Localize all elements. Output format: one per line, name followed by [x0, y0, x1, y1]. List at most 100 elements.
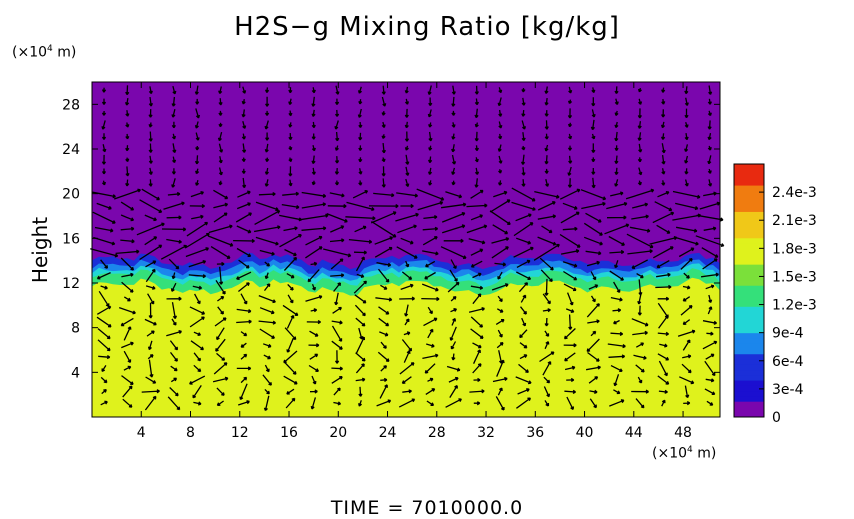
wind-vector [284, 248, 297, 257]
wind-vector [166, 238, 182, 244]
wind-vector [428, 97, 433, 107]
wind-vector [236, 202, 251, 210]
wind-vector [637, 180, 642, 186]
wind-vector [368, 204, 399, 209]
wind-vector [307, 269, 320, 283]
wind-vector [215, 280, 226, 295]
wind-vector [311, 167, 316, 175]
wind-vector [591, 143, 596, 153]
wind-vector [675, 226, 698, 233]
wind-vector [448, 376, 459, 383]
time-label: TIME = 7010000.0 [330, 497, 524, 519]
wind-vector [381, 121, 386, 128]
wind-vector [125, 85, 130, 96]
wind-vector [218, 98, 223, 106]
wind-vector [661, 399, 666, 407]
wind-vector [707, 168, 712, 174]
wind-vector [171, 96, 176, 107]
wind-vector [542, 293, 551, 305]
wind-vector [441, 202, 467, 209]
wind-vector [305, 235, 323, 246]
wind-vector [684, 385, 690, 399]
wind-vector [216, 387, 225, 396]
wind-vector [422, 236, 438, 246]
wind-vector [422, 353, 439, 360]
wind-vector [213, 212, 228, 223]
wind-vector [100, 259, 109, 269]
wind-vector [511, 201, 536, 211]
wind-vector [565, 308, 575, 314]
wind-vector [568, 133, 573, 140]
wind-vector [381, 166, 386, 177]
wind-vector [399, 296, 415, 301]
plot-frame [91, 81, 721, 418]
wind-vector [97, 339, 111, 352]
wind-vector [423, 317, 438, 327]
colorbar-step [734, 269, 764, 276]
wind-vector [190, 190, 205, 198]
wind-vector [281, 203, 300, 210]
wind-vector [469, 389, 485, 394]
wind-vector [425, 260, 436, 268]
wind-vector [171, 133, 177, 140]
wind-vector [684, 122, 689, 128]
wind-vector [215, 338, 226, 352]
wind-vector [470, 214, 484, 221]
wind-vector [125, 133, 130, 140]
wind-vector [704, 360, 716, 377]
wind-vector [637, 108, 642, 119]
wind-vector [474, 167, 480, 175]
wind-vector [496, 342, 504, 349]
wind-vector [101, 154, 107, 165]
wind-vector [567, 99, 573, 105]
wind-vector [563, 328, 576, 340]
wind-vector [172, 156, 177, 164]
wind-vector [451, 167, 456, 175]
wind-vector [609, 249, 625, 255]
wind-vector [101, 133, 107, 140]
wind-vector [544, 400, 550, 407]
wind-vector [101, 365, 107, 372]
wind-vector [145, 376, 157, 384]
wind-vector [185, 247, 210, 258]
colorbar-step [734, 322, 764, 328]
wind-vector [259, 249, 275, 256]
wind-vector [660, 121, 666, 129]
wind-vector [121, 281, 134, 293]
wind-vector [329, 238, 345, 243]
wind-vector [147, 293, 155, 305]
wind-vector [259, 307, 275, 315]
wind-vector [264, 167, 269, 175]
wind-vector [208, 224, 233, 234]
wind-vector [564, 352, 576, 362]
wind-vector [192, 285, 203, 290]
colorbar-step [734, 206, 764, 212]
wind-vector [212, 376, 229, 383]
wind-vector [684, 168, 689, 175]
wind-vector [358, 386, 363, 397]
wind-vector [218, 110, 223, 116]
wind-vector [498, 155, 503, 164]
wind-vector [217, 306, 224, 315]
wind-vector [496, 308, 504, 313]
wind-vector [427, 167, 433, 175]
wind-vector [567, 108, 573, 119]
colorbar-step [734, 200, 764, 207]
wind-vector [311, 180, 316, 186]
wind-vector [380, 284, 388, 290]
wind-vector [537, 236, 557, 246]
wind-vector [445, 398, 462, 408]
wind-vector [309, 389, 318, 394]
wind-vector [375, 297, 393, 302]
wind-vector [416, 188, 445, 201]
colorbar-label: 1.2e-3 [772, 298, 817, 314]
wind-vector [656, 224, 671, 234]
wind-vector [216, 327, 225, 341]
wind-vector [192, 385, 202, 399]
wind-vector [545, 179, 550, 187]
wind-vector [242, 121, 247, 129]
wind-vector [559, 233, 581, 248]
wind-vector [238, 259, 250, 269]
colorbar-step [734, 295, 764, 302]
wind-vector [447, 281, 460, 293]
